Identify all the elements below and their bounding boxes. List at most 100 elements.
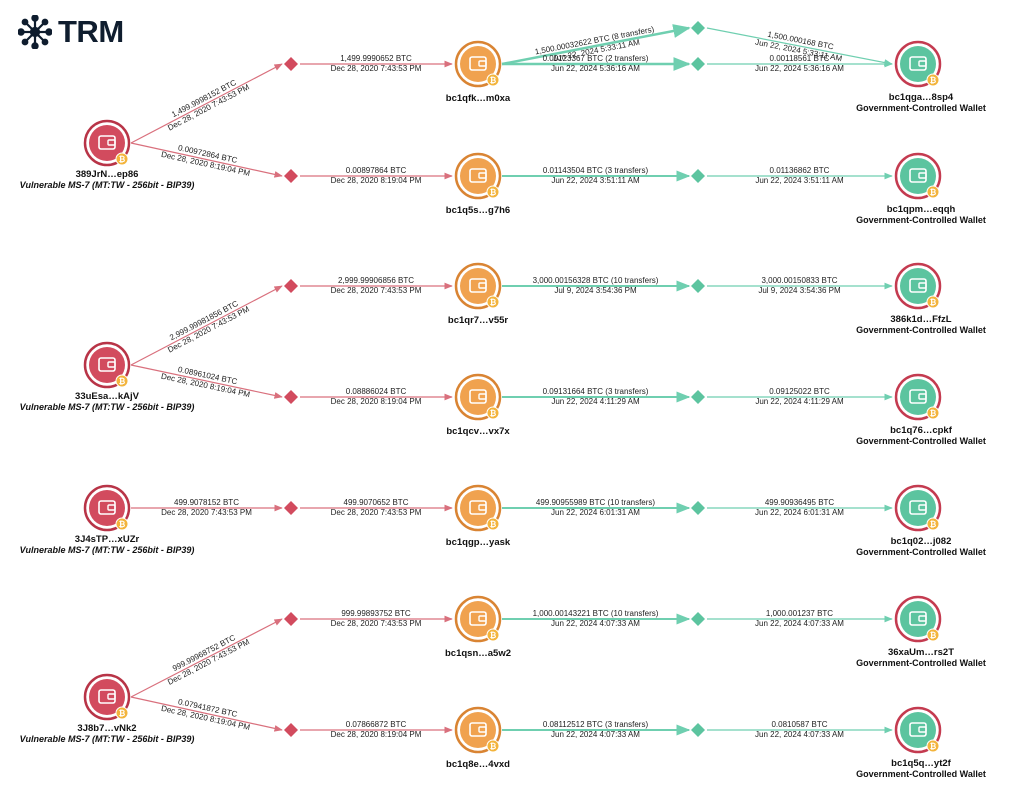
red-transfer-node [284, 279, 298, 293]
bitcoin-icon-glyph: ₿ [119, 155, 126, 164]
destination-wallet-node: ₿ [894, 706, 942, 754]
wallet-icon-clasp [107, 361, 116, 368]
intermediate-address: bc1qcv…vx7x [446, 426, 510, 437]
intermediate-wallet-node: ₿ [454, 262, 502, 310]
green-transfer-node [691, 57, 705, 71]
mid-edge-label-amount: 999.99893752 BTC [341, 609, 411, 618]
destination-edge-label-amount: 1,000.001237 BTC [766, 609, 833, 618]
bitcoin-icon-coin [486, 628, 500, 642]
mid-edge-label-date: Dec 28, 2020 8:19:04 PM [331, 730, 422, 739]
bitcoin-icon-coin [486, 185, 500, 199]
green-transfer-node [691, 612, 705, 626]
mid-edge-label-date: Dec 28, 2020 7:43:53 PM [331, 508, 422, 517]
source-edge [130, 696, 283, 732]
source-edge-label-date: Dec 28, 2020 7:43:53 PM [161, 508, 252, 517]
destination-wallet-node: ₿ [894, 595, 942, 643]
source-edge [130, 285, 283, 366]
destination-edge-label-date: Jun 22, 2024 6:01:31 AM [755, 508, 844, 517]
source-wallet-node-fill [89, 347, 125, 383]
outgoing-edge-label: 0.08112512 BTC (3 transfers)Jun 22, 2024… [543, 720, 649, 739]
wallet-icon [909, 278, 927, 293]
mid-edge-label-amount: 1,499.9990652 BTC [340, 54, 412, 63]
wallet-icon [98, 357, 116, 372]
red-transfer-node [284, 612, 298, 626]
destination-address: bc1qga…8sp4 [889, 92, 954, 103]
wallet-icon [909, 500, 927, 515]
mid-edge-label-amount: 0.08886024 BTC [346, 387, 407, 396]
bitcoin-icon: ₿ [926, 295, 940, 309]
wallet-icon [469, 168, 487, 183]
bitcoin-icon: ₿ [486, 73, 500, 87]
bitcoin-icon: ₿ [486, 295, 500, 309]
destination-wallet-node: ₿ [894, 484, 942, 532]
intermediate-address: bc1qsn…a5w2 [445, 648, 511, 659]
intermediate-wallet-node: ₿ [454, 40, 502, 88]
bitcoin-icon: ₿ [926, 406, 940, 420]
wallet-icon [909, 168, 927, 183]
intermediate-address: bc1q5s…g7h6 [446, 205, 510, 216]
wallet-icon-clasp [107, 504, 116, 511]
source-address: 3J4sTP…xUZr [75, 534, 140, 545]
bitcoin-icon-glyph: ₿ [490, 188, 497, 197]
bitcoin-icon-coin [926, 73, 940, 87]
bitcoin-icon: ₿ [486, 628, 500, 642]
destination-edge-label-date: Jun 22, 2024 4:07:33 AM [755, 619, 844, 628]
bitcoin-icon-coin [926, 517, 940, 531]
intermediate-wallet-node: ₿ [454, 595, 502, 643]
outgoing-edge-label-amount: 0.08112512 BTC (3 transfers) [543, 720, 649, 729]
bitcoin-icon-coin [486, 517, 500, 531]
destination-edge-label-date: Jul 9, 2024 3:54:36 PM [758, 286, 841, 295]
bitcoin-icon-glyph: ₿ [490, 298, 497, 307]
bitcoin-icon-coin [115, 706, 129, 720]
destination-wallet-node-fill [900, 379, 936, 415]
destination-address: 386k1d…FfzL [890, 314, 951, 325]
wallet-icon [98, 689, 116, 704]
bitcoin-icon-glyph: ₿ [490, 742, 497, 751]
bitcoin-icon-glyph: ₿ [930, 188, 937, 197]
source-wallet-node: ₿ [83, 484, 131, 532]
outgoing-edge-label: 0.00123367 BTC (2 transfers)Jun 22, 2024… [543, 54, 649, 73]
destination-wallet-node-fill [900, 601, 936, 637]
outgoing-edge-label-date: Jul 9, 2024 3:54:36 PM [554, 286, 637, 295]
wallet-icon [909, 722, 927, 737]
green-transfer-node [691, 279, 705, 293]
source-edge [130, 618, 283, 698]
bitcoin-icon: ₿ [486, 185, 500, 199]
destination-wallet-node-fill [900, 712, 936, 748]
bitcoin-icon-coin [486, 406, 500, 420]
wallet-icon-clasp [918, 393, 927, 400]
mid-edge-label-amount: 0.07866872 BTC [346, 720, 407, 729]
outgoing-edge-label-amount: 499.90955989 BTC (10 transfers) [536, 498, 656, 507]
wallet-icon-clasp [478, 726, 487, 733]
bitcoin-icon-coin [115, 517, 129, 531]
intermediate-wallet-node-fill [460, 268, 496, 304]
destination-edge-label-amount: 499.90936495 BTC [765, 498, 835, 507]
intermediate-wallet-node-fill [460, 712, 496, 748]
destination-address: bc1q76…cpkf [890, 425, 953, 436]
outgoing-edge-label: 1,000.00143221 BTC (10 transfers)Jun 22,… [533, 609, 659, 628]
source-edge-label-amount: 499.9078152 BTC [174, 498, 239, 507]
source-wallet-node: ₿ [83, 341, 131, 389]
intermediate-wallet-node-fill [460, 379, 496, 415]
destination-wallet-node: ₿ [894, 152, 942, 200]
bitcoin-icon-glyph: ₿ [490, 409, 497, 418]
destination-wallet-node-fill [900, 490, 936, 526]
outgoing-edge-label-amount: 0.09131664 BTC (3 transfers) [543, 387, 649, 396]
destination-address: bc1qpm…eqqh [887, 204, 956, 215]
intermediate-wallet-node: ₿ [454, 706, 502, 754]
outgoing-edge-label-amount: 1,000.00143221 BTC (10 transfers) [533, 609, 659, 618]
bitcoin-icon: ₿ [926, 628, 940, 642]
red-transfer-node [284, 723, 298, 737]
trm-logo: TRM [18, 12, 124, 52]
destination-wallet-node: ₿ [894, 40, 942, 88]
destination-wallet-node: ₿ [894, 262, 942, 310]
outgoing-edge-label-amount: 0.01143504 BTC (3 transfers) [543, 166, 649, 175]
